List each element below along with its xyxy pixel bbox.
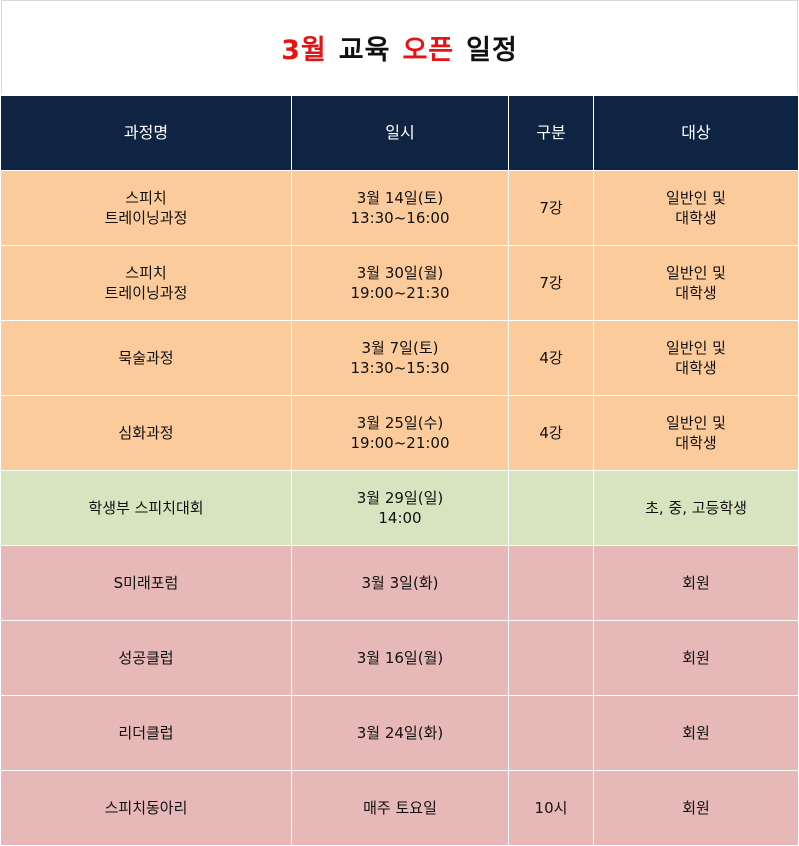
cell-date-time-line: 13:30~16:00 (350, 209, 450, 227)
cell-target-line: 일반인 및 (666, 414, 726, 432)
cell-target-line: 대학생 (675, 434, 717, 452)
schedule-table: 과정명 일시 구분 대상 스피치 트레이닝과정 3월 14일(토) 13:30~16:… (0, 95, 799, 846)
cell-course-name: 리더클럽 (0, 695, 292, 771)
cell-target: 회원 (593, 545, 799, 621)
title-word-schedule: 일정 (466, 35, 518, 66)
cell-date-time-line: 3월 25일(수) (356, 414, 444, 432)
header-type: 구분 (508, 95, 594, 171)
cell-target-line: 회원 (682, 799, 710, 817)
cell-type: 4강 (508, 395, 594, 471)
cell-target-line: 회원 (682, 649, 710, 667)
table-header-row: 과정명 일시 구분 대상 (0, 95, 799, 171)
cell-course-name-line: 리더클럽 (118, 724, 174, 742)
cell-date-time: 3월 3일(화) (291, 545, 509, 621)
cell-target-line: 회원 (682, 724, 710, 742)
table-row: 성공클럽 3월 16일(월) 회원 (0, 620, 799, 696)
cell-target-line: 일반인 및 (666, 189, 726, 207)
cell-type: 7강 (508, 245, 594, 321)
cell-target: 초, 중, 고등학생 (593, 470, 799, 546)
title-word-education: 교육 (338, 35, 391, 66)
cell-date-time-line: 3월 30일(월) (356, 264, 444, 282)
cell-date-time: 3월 30일(월) 19:00~21:30 (291, 245, 509, 321)
cell-course-name-line: 묵술과정 (118, 349, 174, 367)
cell-type (508, 545, 594, 621)
cell-course-name-line: 성공클럽 (118, 649, 174, 667)
cell-course-name: 성공클럽 (0, 620, 292, 696)
cell-date-time-line: 3월 24일(화) (356, 724, 444, 742)
cell-date-time-line: 3월 7일(토) (361, 339, 439, 357)
table-row: 스피치동아리 매주 토요일 10시 회원 (0, 770, 799, 846)
table-row: 스피치 트레이닝과정 3월 30일(월) 19:00~21:30 7강 일반인 및 대학생 (0, 245, 799, 321)
title-word-open: 오픈 (402, 35, 455, 66)
cell-target: 회원 (593, 695, 799, 771)
cell-course-name-line: 스피치 (125, 264, 167, 282)
cell-type (508, 695, 594, 771)
cell-date-time: 3월 14일(토) 13:30~16:00 (291, 170, 509, 246)
table-row: 스피치 트레이닝과정 3월 14일(토) 13:30~16:00 7강 일반인 및 대학생 (0, 170, 799, 246)
cell-course-name-line: S미래포럼 (113, 574, 179, 592)
table-row: 리더클럽 3월 24일(화) 회원 (0, 695, 799, 771)
cell-date-time: 3월 7일(토) 13:30~15:30 (291, 320, 509, 396)
table-row: 묵술과정 3월 7일(토) 13:30~15:30 4강 일반인 및 대학생 (0, 320, 799, 396)
cell-target: 회원 (593, 620, 799, 696)
table-row: 심화과정 3월 25일(수) 19:00~21:00 4강 일반인 및 대학생 (0, 395, 799, 471)
cell-course-name: 묵술과정 (0, 320, 292, 396)
cell-course-name-line: 심화과정 (118, 424, 174, 442)
cell-course-name: 스피치동아리 (0, 770, 292, 846)
table-row: S미래포럼 3월 3일(화) 회원 (0, 545, 799, 621)
cell-target: 회원 (593, 770, 799, 846)
cell-date-time: 3월 16일(월) (291, 620, 509, 696)
cell-target-line: 일반인 및 (666, 339, 726, 357)
cell-date-time: 3월 24일(화) (291, 695, 509, 771)
cell-date-time-line: 매주 토요일 (363, 799, 437, 817)
cell-type (508, 620, 594, 696)
cell-date-time: 3월 25일(수) 19:00~21:00 (291, 395, 509, 471)
cell-course-name: S미래포럼 (0, 545, 292, 621)
cell-date-time: 매주 토요일 (291, 770, 509, 846)
cell-type (508, 470, 594, 546)
cell-type: 4강 (508, 320, 594, 396)
cell-course-name-line: 학생부 스피치대회 (88, 499, 204, 517)
header-date-time: 일시 (291, 95, 509, 171)
title-month: 3월 (281, 35, 327, 66)
cell-date-time-line: 3월 3일(화) (361, 574, 439, 592)
cell-course-name-line: 스피치동아리 (104, 799, 188, 817)
cell-type: 10시 (508, 770, 594, 846)
cell-date-time-line: 3월 16일(월) (356, 649, 444, 667)
cell-course-name-line: 트레이닝과정 (104, 284, 188, 302)
cell-date-time-line: 3월 29일(일) (356, 489, 444, 507)
header-target: 대상 (593, 95, 799, 171)
cell-date-time: 3월 29일(일) 14:00 (291, 470, 509, 546)
header-course-name: 과정명 (0, 95, 292, 171)
cell-target-line: 대학생 (675, 209, 717, 227)
cell-course-name-line: 스피치 (125, 189, 167, 207)
cell-target-line: 초, 중, 고등학생 (645, 499, 747, 517)
cell-course-name-line: 트레이닝과정 (104, 209, 188, 227)
cell-date-time-line: 14:00 (378, 509, 422, 527)
cell-course-name: 학생부 스피치대회 (0, 470, 292, 546)
cell-date-time-line: 3월 14일(토) (356, 189, 444, 207)
cell-date-time-line: 19:00~21:00 (350, 434, 450, 452)
page-title: 3월 교육 오픈 일정 (1, 0, 798, 94)
cell-date-time-line: 13:30~15:30 (350, 359, 450, 377)
cell-target-line: 회원 (682, 574, 710, 592)
cell-target-line: 대학생 (675, 284, 717, 302)
cell-course-name: 심화과정 (0, 395, 292, 471)
cell-type: 7강 (508, 170, 594, 246)
cell-target-line: 일반인 및 (666, 264, 726, 282)
cell-target-line: 대학생 (675, 359, 717, 377)
table-row: 학생부 스피치대회 3월 29일(일) 14:00 초, 중, 고등학생 (0, 470, 799, 546)
cell-date-time-line: 19:00~21:30 (350, 284, 450, 302)
